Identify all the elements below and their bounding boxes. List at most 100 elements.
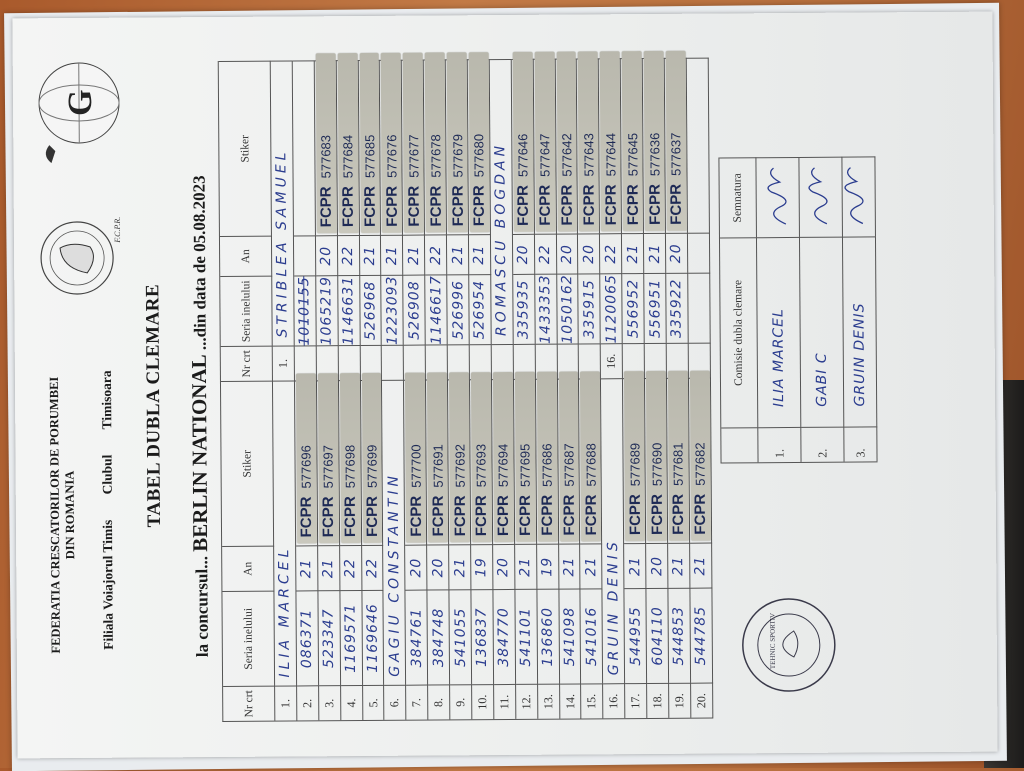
row-number: 15. (581, 683, 604, 719)
sticker-number: 577694 (495, 443, 512, 488)
sticker-cell: FCPR 577637 (664, 50, 688, 233)
ring-year: 21 (624, 543, 647, 589)
sticker-number: 577677 (406, 134, 422, 178)
ring-year: 21 (558, 543, 581, 589)
sticker-label: FCPR 577676 (381, 52, 403, 233)
ring-year: 20 (512, 233, 535, 274)
row-number: 17. (625, 683, 648, 719)
globe-emblem-icon: G (38, 62, 120, 164)
ring-serial: 086371 (296, 590, 319, 686)
sticker-label: FCPR 577684 (337, 53, 359, 234)
federation-heading: FEDERATIA CRESCATORILOR DE PORUMBEI DIN … (47, 370, 79, 660)
ring-year: 21 (296, 545, 319, 591)
club-stamp: TEHNIC SPORTIV (742, 598, 836, 692)
sticker-cell: FCPR 577636 (642, 50, 666, 234)
sticker-cell: FCPR 577646 (511, 51, 535, 234)
ring-year: 22 (361, 544, 384, 591)
row-number: 6. (384, 684, 407, 720)
ring-serial (688, 272, 711, 343)
column-header-an: An (219, 235, 273, 276)
ring-year: 20 (427, 544, 450, 590)
ring-year: 21 (644, 232, 667, 274)
sticker-label: FCPR 577646 (512, 51, 534, 232)
sticker-cell: FCPR 577699 (360, 372, 384, 546)
ring-serial: 556952 (622, 273, 645, 344)
ring-serial: 136860 (537, 588, 560, 684)
sticker-cell: FCPR 577677 (402, 52, 426, 235)
sticker-number: 577636 (646, 132, 663, 177)
row-number (557, 343, 580, 379)
sticker-label: FCPR 577683 (315, 53, 337, 234)
sticker-number: 577696 (298, 445, 315, 489)
sticker-brand: FCPR (339, 186, 358, 228)
logo-abbr: F.C.P.R. (113, 217, 122, 244)
ring-year: 21 (622, 233, 645, 274)
sticker-brand: FCPR (536, 184, 555, 226)
row-number: 13. (537, 683, 560, 719)
sticker-number: 577686 (539, 443, 555, 487)
ring-year: 21 (447, 234, 470, 275)
sticker-number: 577693 (473, 443, 490, 488)
row-number (316, 345, 339, 381)
sticker-label: FCPR 577693 (470, 372, 493, 543)
row-number (622, 343, 646, 379)
ring-serial: 335915 (578, 273, 602, 344)
sticker-number: 577689 (627, 442, 643, 487)
row-number (688, 342, 711, 378)
sticker-cell: FCPR 577681 (666, 370, 691, 543)
row-number: 19. (669, 682, 692, 718)
sticker-cell: FCPR 577682 (688, 370, 712, 543)
sticker-number: 577700 (408, 444, 424, 488)
federation-name: FEDERATIA CRESCATORILOR DE PORUMBEI (46, 376, 63, 654)
sticker-label: FCPR 577681 (667, 370, 690, 541)
ring-serial: 523347 (318, 590, 341, 686)
sticker-number: 577699 (364, 444, 380, 489)
ring-serial: 1169571 (340, 590, 363, 686)
committee-member-name: ILIA MARCEL (756, 236, 802, 428)
sticker-brand: FCPR (580, 184, 598, 226)
row-number: 12. (515, 683, 539, 719)
sticker-label: FCPR 577636 (643, 50, 665, 232)
pigeon-stamp-icon (782, 630, 799, 658)
ring-year: 22 (534, 233, 557, 274)
ring-year: 21 (580, 543, 603, 589)
row-number: 10. (472, 684, 495, 720)
sticker-cell: FCPR 577692 (448, 372, 472, 545)
sticker-label: FCPR 577690 (646, 370, 668, 542)
sticker-brand: FCPR (407, 495, 425, 537)
ring-year: 21 (381, 234, 404, 275)
ring-serial: 541098 (559, 588, 582, 684)
row-number (644, 342, 667, 379)
crossed-out-ring-serial: 1010155 (294, 275, 317, 346)
sticker-brand: FCPR (538, 494, 557, 536)
row-number: 16. (601, 343, 624, 379)
sticker-label: FCPR 577696 (295, 373, 317, 544)
ring-serial: 1120065 (600, 273, 623, 343)
row-number (382, 344, 405, 380)
sticker-cell: FCPR 577676 (380, 52, 404, 235)
contest-date: 05.08.2023 (189, 175, 210, 252)
ring-serial: 544785 (690, 587, 713, 683)
branch-line: Filiala Voiajorul Timis Clubul Timisoara (99, 348, 117, 649)
sticker-brand: FCPR (427, 185, 445, 227)
ring-year (687, 232, 711, 273)
sticker-number: 577683 (318, 134, 334, 179)
ring-year: 19 (536, 543, 560, 589)
sticker-label: FCPR 577699 (361, 372, 383, 543)
ring-year: 20 (646, 542, 669, 589)
ring-serial: 1146631 (337, 275, 361, 345)
sticker-label: FCPR 577680 (468, 52, 490, 233)
sticker-brand: FCPR (648, 494, 666, 536)
ring-serial: 384761 (405, 589, 429, 685)
row-number (491, 343, 514, 380)
row-number: 4. (340, 685, 363, 721)
ring-year: 20 (578, 233, 601, 274)
ring-serial: 541055 (449, 589, 473, 685)
sticker-label: FCPR 577678 (424, 52, 447, 233)
sticker-number: 577685 (362, 134, 378, 179)
sticker-number: 577682 (692, 442, 709, 486)
ring-serial: 1169646 (361, 589, 385, 686)
committee-table: Comisie dubla clemare Semnatura 1. ILIA MAR… (718, 156, 878, 464)
ring-year: 20 (493, 543, 516, 590)
page-title: TABEL DUBLA CLEMARE (142, 283, 165, 528)
